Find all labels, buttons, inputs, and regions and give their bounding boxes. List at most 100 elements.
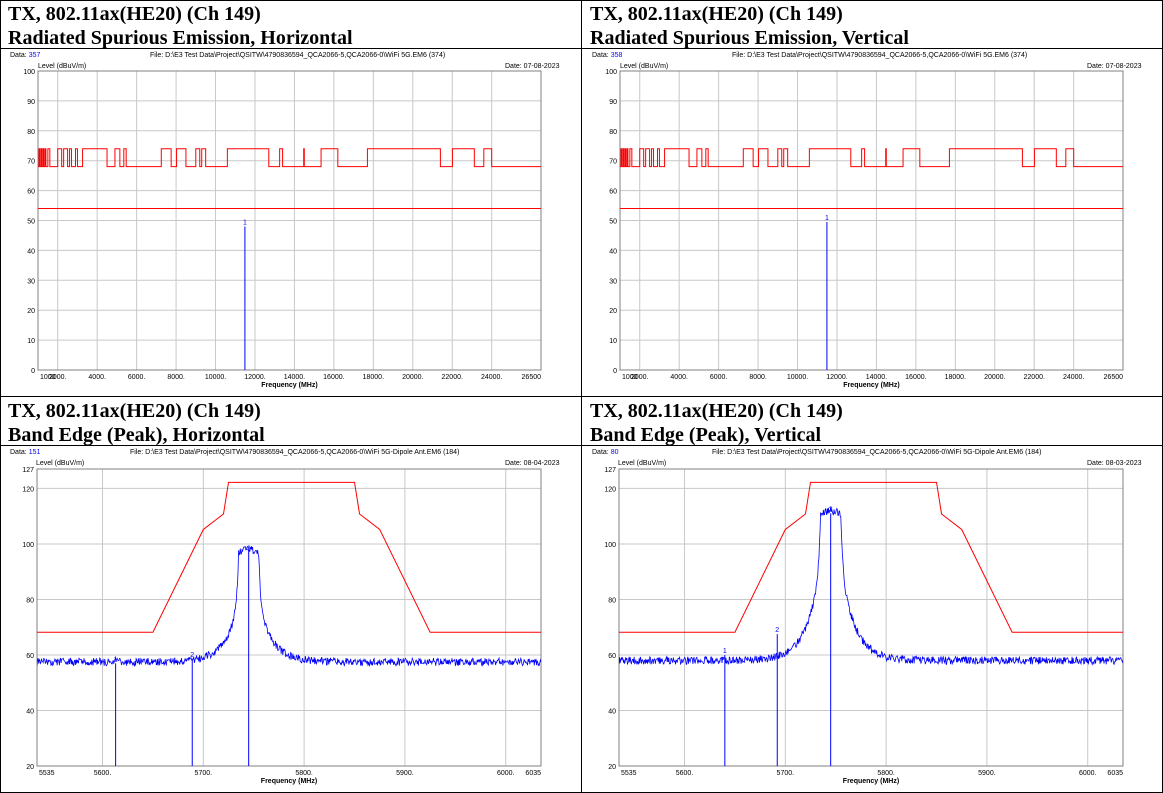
y-tick-label: 0 <box>613 368 617 375</box>
x-tick-label: 6000. <box>128 374 146 381</box>
x-tick-label: 5900. <box>978 770 996 777</box>
x-tick-label: 18000. <box>945 374 966 381</box>
x-tick-label: 5535 <box>39 770 55 777</box>
marker-label-3: 3 <box>247 545 251 552</box>
marker-label-1: 1 <box>723 648 727 655</box>
panel-title-line1: TX, 802.11ax(HE20) (Ch 149) <box>590 400 843 422</box>
x-tick-label: 5700. <box>777 770 795 777</box>
limit-line <box>37 481 541 633</box>
y-tick-label: 50 <box>609 219 617 226</box>
x-tick-label: 2000. <box>49 374 67 381</box>
x-tick-label: 5900. <box>396 770 414 777</box>
x-tick-label: 5700. <box>195 770 213 777</box>
y-tick-label: 50 <box>27 219 35 226</box>
data-number: 151 <box>28 449 41 456</box>
grid <box>37 70 542 371</box>
y-tick-label: 20 <box>27 308 35 315</box>
x-tick-label: 6000. <box>497 770 515 777</box>
plot-area <box>620 148 1123 210</box>
plot-frame <box>37 70 542 371</box>
x-tick-label: 5800. <box>295 770 313 777</box>
y-tick-label: 90 <box>27 99 35 106</box>
y-tick-label: 60 <box>609 189 617 196</box>
y-tick-label: 100 <box>604 542 616 549</box>
measurement-trace <box>37 545 541 668</box>
x-tick-label: 6035 <box>1107 770 1123 777</box>
data-number-label: Data: 151 <box>10 449 41 456</box>
y-tick-label: 100 <box>23 69 35 76</box>
panel-title-line2: Radiated Spurious Emission, Vertical <box>590 27 909 49</box>
x-tick-label: 5535 <box>621 770 637 777</box>
x-tick-label: 14000. <box>284 374 305 381</box>
y-tick-label: 40 <box>609 248 617 255</box>
x-tick-label: 10000. <box>787 374 808 381</box>
panel-title-line2: Radiated Spurious Emission, Horizontal <box>8 27 353 49</box>
x-axis-label: Frequency (MHz) <box>261 382 317 389</box>
y-tick-label: 40 <box>27 248 35 255</box>
marker-label-3: 3 <box>829 506 833 513</box>
x-tick-label: 24000. <box>481 374 502 381</box>
panel-rse-vertical: TX, 802.11ax(HE20) (Ch 149) Radiated Spu… <box>582 0 1163 396</box>
y-axis-label: Level (dBuV/m) <box>618 460 667 467</box>
chart-band-edge-horizontal: 20 40 60 80 100 120 127 5535 5600. 5700. 5800. 5900… <box>22 467 542 785</box>
x-axis-label: Frequency (MHz) <box>261 778 317 785</box>
marker-label-2: 2 <box>775 627 779 634</box>
plot-frame <box>618 468 1124 767</box>
y-tick-label: 30 <box>609 278 617 285</box>
file-path-label: File: D:\E3 Test Data\Project\QSITW\4790… <box>732 52 1028 59</box>
x-tick-label: 2000. <box>631 374 649 381</box>
x-tick-label: 10000. <box>205 374 226 381</box>
y-tick-label: 20 <box>26 764 34 771</box>
x-tick-label: 24000. <box>1063 374 1084 381</box>
y-axis-label: Level (dBuV/m) <box>36 460 85 467</box>
data-number-label: Data: 358 <box>592 52 623 59</box>
data-number-label: Data: 80 <box>592 449 619 456</box>
x-tick-label: 4000. <box>88 374 106 381</box>
x-axis-label: Frequency (MHz) <box>843 382 899 389</box>
y-tick-label: 127 <box>604 467 616 474</box>
x-tick-label: 22000. <box>442 374 463 381</box>
marker-label-1: 1 <box>114 656 118 663</box>
grid <box>36 468 542 767</box>
y-tick-label: 70 <box>27 159 35 166</box>
x-tick-label: 20000. <box>402 374 423 381</box>
file-path-label: File: D:\E3 Test Data\Project\QSITW\4790… <box>130 449 460 456</box>
limit-line-peak <box>620 148 1123 168</box>
x-tick-label: 26500 <box>1104 374 1124 381</box>
x-tick-label: 16000. <box>905 374 926 381</box>
panel-band-edge-horizontal: TX, 802.11ax(HE20) (Ch 149) Band Edge (P… <box>0 397 581 793</box>
plot-frame <box>619 70 1124 371</box>
x-tick-label: 6000. <box>1079 770 1097 777</box>
plot-area <box>619 481 1123 666</box>
data-number: 358 <box>610 52 623 59</box>
y-tick-label: 30 <box>27 278 35 285</box>
x-tick-label: 16000. <box>323 374 344 381</box>
y-tick-label: 80 <box>27 129 35 136</box>
y-tick-label: 120 <box>604 486 616 493</box>
y-tick-label: 80 <box>609 129 617 136</box>
x-tick-label: 14000. <box>866 374 887 381</box>
date-label: Date: 07-08-2023 <box>505 63 560 70</box>
y-tick-label: 100 <box>22 542 34 549</box>
x-tick-label: 6035 <box>525 770 541 777</box>
data-number: 357 <box>28 52 41 59</box>
x-tick-label: 22000. <box>1024 374 1045 381</box>
x-tick-label: 5600. <box>94 770 112 777</box>
grid <box>618 468 1124 767</box>
y-tick-label: 80 <box>608 597 616 604</box>
y-tick-label: 80 <box>26 597 34 604</box>
panel-rse-horizontal: TX, 802.11ax(HE20) (Ch 149) Radiated Spu… <box>0 0 581 396</box>
y-tick-label: 100 <box>605 69 617 76</box>
y-tick-label: 60 <box>27 189 35 196</box>
y-tick-label: 127 <box>22 467 34 474</box>
plot-area <box>38 148 541 210</box>
marker-label-1: 1 <box>825 215 829 222</box>
x-tick-label: 1000 <box>40 374 56 381</box>
panel-title-line1: TX, 802.11ax(HE20) (Ch 149) <box>8 3 261 25</box>
limit-line <box>619 481 1123 633</box>
x-tick-label: 18000. <box>363 374 384 381</box>
y-tick-label: 20 <box>608 764 616 771</box>
marker-label-1: 1 <box>243 219 247 226</box>
